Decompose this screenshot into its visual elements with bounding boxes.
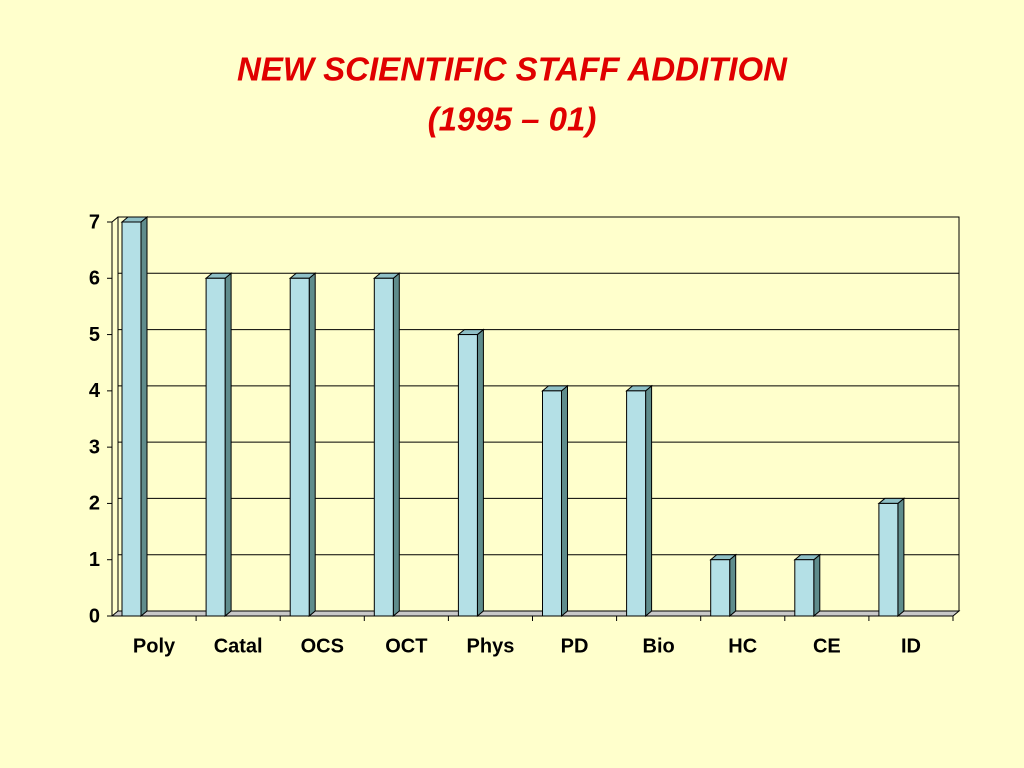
bar-side bbox=[308, 272, 316, 618]
bar-front bbox=[794, 559, 815, 617]
bar-side bbox=[729, 553, 737, 618]
bar-front bbox=[205, 277, 226, 617]
y-tick-label: 3 bbox=[89, 436, 100, 458]
bar-front bbox=[626, 390, 647, 617]
y-tick-label: 5 bbox=[89, 324, 100, 346]
x-tick-label: Bio bbox=[643, 635, 675, 657]
bar bbox=[120, 215, 149, 618]
bar-side bbox=[476, 328, 484, 618]
x-tick-label: HC bbox=[728, 635, 757, 657]
y-axis-depth bbox=[111, 216, 119, 223]
bar-front bbox=[121, 221, 142, 617]
bar-front bbox=[457, 334, 478, 617]
bar bbox=[625, 384, 653, 618]
x-tick-label: Poly bbox=[133, 635, 176, 657]
x-tick-label: Catal bbox=[214, 635, 263, 657]
bar-side bbox=[224, 272, 232, 618]
chart-title: NEW SCIENTIFIC STAFF ADDITION bbox=[237, 51, 788, 88]
bar-front bbox=[289, 277, 310, 617]
bar-side bbox=[813, 553, 821, 618]
bar-side bbox=[897, 497, 905, 618]
x-tick-label: OCS bbox=[301, 635, 344, 657]
bar bbox=[541, 384, 569, 618]
bar-front bbox=[710, 559, 731, 617]
bar bbox=[204, 272, 233, 618]
y-tick-label: 6 bbox=[89, 268, 100, 290]
x-tick-label: ID bbox=[901, 635, 921, 657]
y-tick-label: 0 bbox=[89, 605, 100, 627]
bar-side bbox=[392, 272, 400, 618]
bar-front bbox=[878, 502, 899, 617]
floor bbox=[110, 610, 961, 617]
y-tick-label: 4 bbox=[89, 380, 101, 402]
x-tick-label: CE bbox=[813, 635, 841, 657]
bar bbox=[877, 497, 906, 618]
y-tick-label: 7 bbox=[89, 211, 100, 233]
x-tick-label: PD bbox=[561, 635, 589, 657]
bar-front bbox=[542, 390, 562, 617]
bar bbox=[457, 328, 485, 618]
bar bbox=[372, 272, 401, 618]
chart-subtitle: (1995 – 01) bbox=[428, 101, 597, 138]
y-tick-label: 1 bbox=[89, 549, 100, 571]
bar bbox=[793, 553, 822, 618]
x-tick-label: OCT bbox=[385, 635, 427, 657]
bar-side bbox=[645, 384, 653, 618]
bar bbox=[288, 272, 317, 618]
x-tick-label: Phys bbox=[467, 635, 515, 657]
bar-side bbox=[561, 384, 568, 618]
y-tick-label: 2 bbox=[89, 493, 100, 515]
bar-front bbox=[373, 277, 394, 617]
bar-side bbox=[140, 215, 148, 618]
bar bbox=[709, 553, 738, 618]
